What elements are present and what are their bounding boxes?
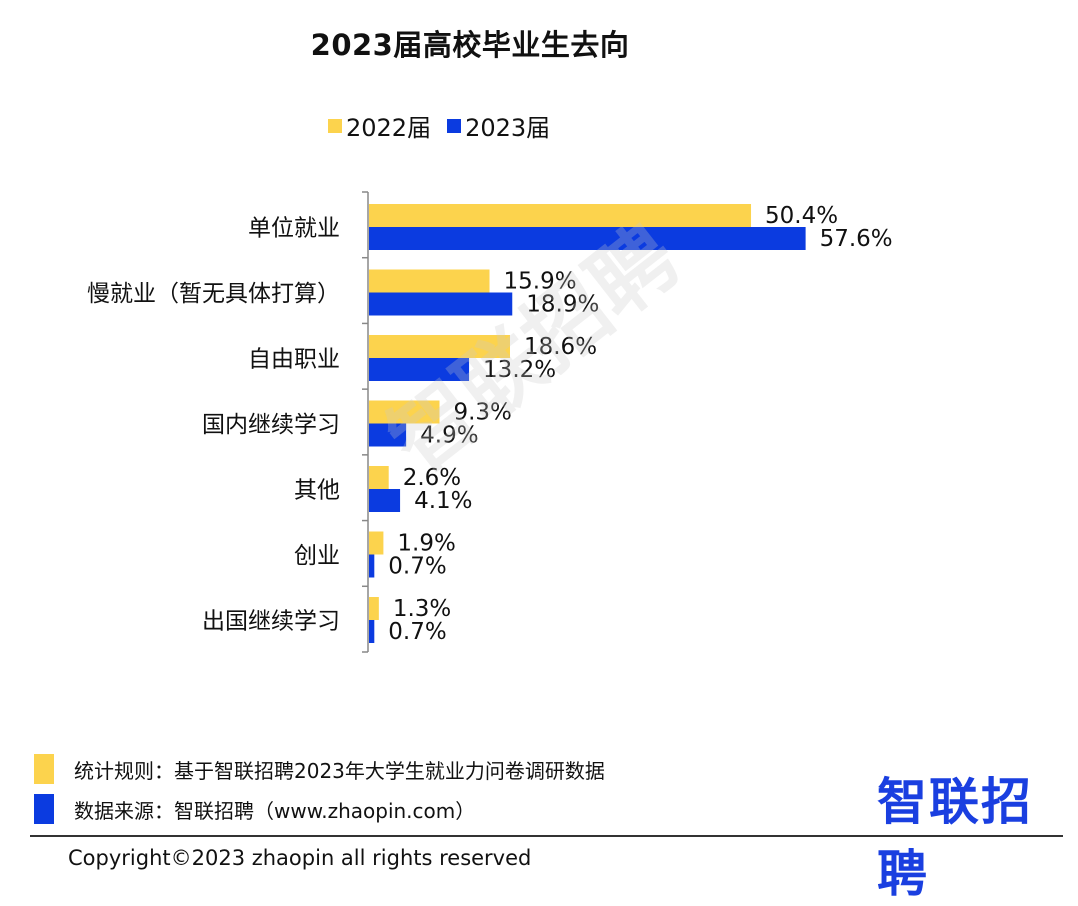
copyright-text: Copyright©2023 zhaopin all rights reserv…: [68, 846, 532, 870]
category-label: 出国继续学习: [202, 609, 340, 635]
brand-logo: 智联招聘: [877, 773, 1033, 903]
bar-2022: [369, 204, 752, 227]
bar-2023: [369, 423, 407, 447]
data-label-2023: 18.9%: [526, 292, 599, 318]
legend-label-2022: 2022届: [346, 114, 432, 142]
category-label: 其他: [294, 478, 340, 504]
bar-chart: 单位就业 50.4%57.6% 慢就业（暂无具体打算） 15.9%18.9% 自由职业 1…: [87, 191, 893, 653]
note-rule: 统计规则：基于智联招聘2023年大学生就业力问卷调研数据: [34, 754, 605, 784]
data-label-2023: 57.6%: [820, 226, 893, 252]
data-label-2023: 4.1%: [414, 488, 472, 514]
category-label: 创业: [294, 543, 340, 569]
note-rule-marker: [34, 754, 54, 784]
bar-2022: [369, 531, 384, 555]
legend-item-2023: 2023届: [447, 108, 550, 143]
data-label-2023: 13.2%: [483, 357, 556, 383]
bar-2022: [369, 335, 510, 358]
legend-swatch-2022: [328, 118, 342, 133]
data-label-2023: 4.9%: [420, 423, 478, 449]
category-label: 自由职业: [248, 347, 340, 373]
data-label-2022: 1.3%: [393, 596, 451, 622]
bar-2023: [369, 227, 806, 250]
legend-item-2022: 2022届: [328, 108, 431, 143]
note-source-marker: [34, 794, 54, 824]
bar-2022: [369, 466, 389, 489]
chart-legend: 2022届 2023届: [328, 108, 566, 143]
data-label-2022: 50.4%: [765, 203, 838, 229]
bar-2022: [369, 400, 440, 424]
bar-2022: [369, 597, 379, 620]
bar-2023: [369, 292, 513, 316]
data-label-2022: 15.9%: [504, 269, 577, 295]
data-label-2023: 0.7%: [388, 619, 446, 645]
note-rule-text: 统计规则：基于智联招聘2023年大学生就业力问卷调研数据: [74, 758, 605, 783]
data-label-2023: 0.7%: [388, 554, 446, 580]
chart-title: 2023届高校毕业生去向: [310, 28, 630, 62]
legend-label-2023: 2023届: [465, 114, 551, 142]
note-source-text: 数据来源：智联招聘（www.zhaopin.com）: [74, 798, 476, 823]
bar-2022: [369, 269, 490, 293]
category-label: 单位就业: [248, 216, 340, 242]
data-label-2022: 18.6%: [524, 334, 597, 360]
bar-2023: [369, 620, 375, 643]
data-label-2022: 1.9%: [397, 531, 455, 557]
category-label: 国内继续学习: [202, 412, 340, 438]
data-label-2022: 9.3%: [453, 400, 511, 426]
note-source: 数据来源：智联招聘（www.zhaopin.com）: [34, 794, 475, 824]
category-label: 慢就业（暂无具体打算）: [87, 281, 340, 307]
bar-2023: [369, 489, 401, 512]
data-label-2022: 2.6%: [403, 465, 461, 491]
bar-2023: [369, 358, 470, 381]
legend-swatch-2023: [447, 118, 462, 133]
bar-2023: [369, 554, 375, 578]
footer-divider: [30, 835, 1063, 837]
